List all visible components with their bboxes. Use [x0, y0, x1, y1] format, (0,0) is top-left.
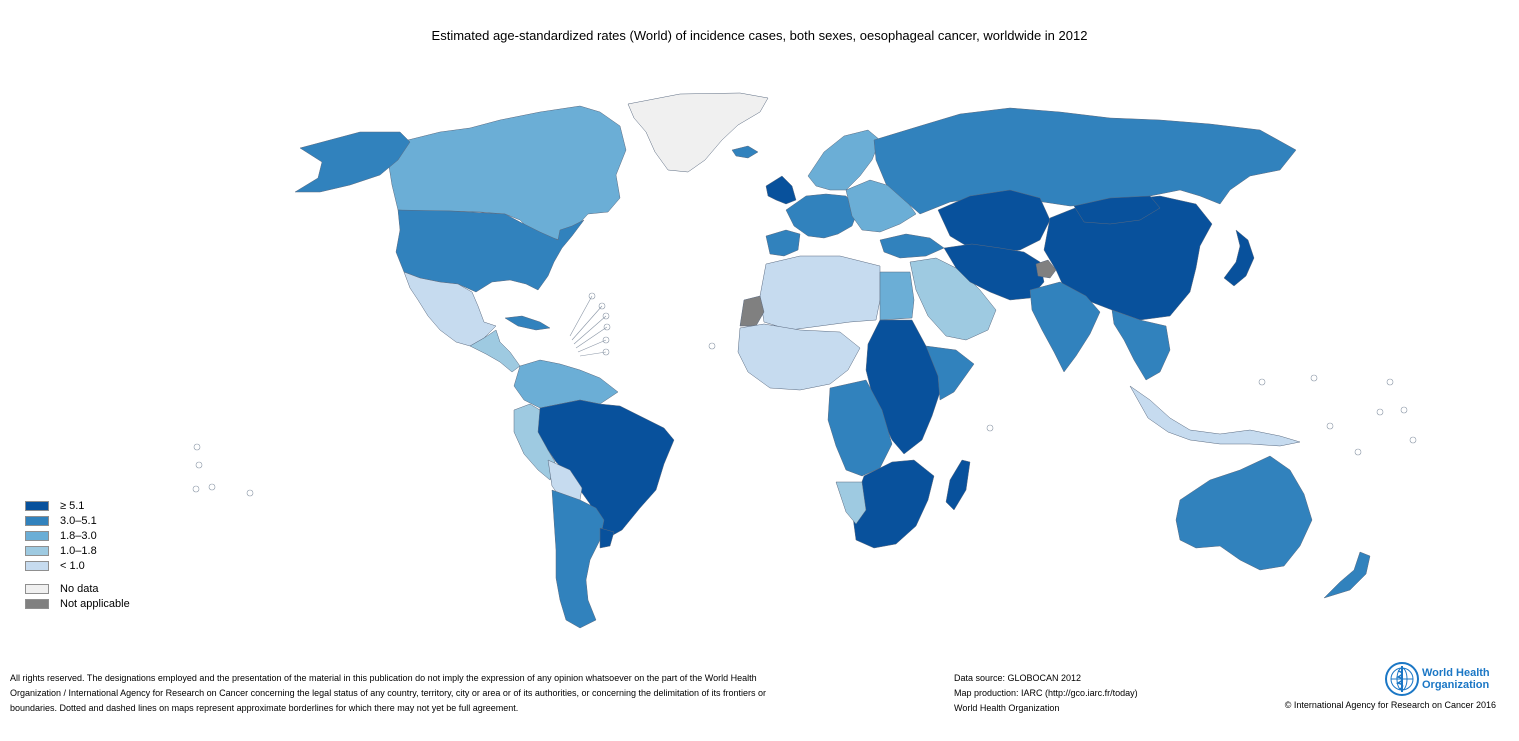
region-kashmir: [1035, 259, 1057, 279]
region-uruguay: [599, 527, 615, 549]
legend-swatch: [25, 598, 49, 609]
region-japan: [1223, 229, 1255, 287]
who-line-2: Organization: [1422, 679, 1490, 691]
region-eastern-europe: [845, 179, 917, 233]
region-horn-of-africa: [925, 345, 975, 401]
region-russia: [873, 107, 1297, 215]
legend-item-3: 1.0–1.8: [25, 543, 130, 558]
region-cuba: [504, 315, 551, 331]
legend-special-1: Not applicable: [25, 596, 130, 611]
legend-swatch: [25, 500, 49, 511]
region-southeast-asia: [1111, 309, 1171, 381]
region-india: [1029, 281, 1101, 373]
region-australia: [1175, 455, 1313, 571]
disclaimer-line-3: boundaries. Dotted and dashed lines on m…: [10, 703, 519, 713]
legend-label: 1.0–1.8: [60, 544, 97, 557]
region-madagascar: [945, 459, 971, 511]
region-peru-ecuador: [513, 403, 556, 481]
callout-lines: [569, 295, 608, 357]
region-scandinavia: [807, 129, 881, 191]
copyright: © International Agency for Research on C…: [1284, 700, 1496, 710]
disclaimer-line-1: All rights reserved. The designations em…: [10, 673, 757, 683]
legend-label: Not applicable: [60, 597, 130, 610]
who-emblem-icon: [1385, 662, 1419, 696]
region-mongolia: [1073, 195, 1161, 225]
region-alaska: [294, 131, 411, 193]
region-central-asia: [937, 189, 1051, 253]
region-egypt: [879, 271, 915, 321]
legend-item-2: 1.8–3.0: [25, 528, 130, 543]
who-wordmark: World Health Organization: [1422, 667, 1490, 691]
map-production: Map production: IARC (http://gco.iarc.fr…: [954, 688, 1138, 698]
who-logo: World Health Organization: [1384, 661, 1496, 697]
region-west-africa: [737, 323, 861, 391]
legend: ≥ 5.1 3.0–5.1 1.8–3.0 1.0–1.8 < 1.0 No data No…: [25, 498, 130, 611]
disclaimer-line-2: Organization / International Agency for …: [10, 688, 767, 698]
legend-swatch: [25, 530, 49, 541]
legend-item-0: ≥ 5.1: [25, 498, 130, 513]
region-greenland: [627, 92, 769, 173]
region-southern-africa: [851, 459, 935, 549]
organization: World Health Organization: [954, 703, 1060, 713]
region-iceland: [731, 145, 759, 159]
island-markers: [192, 292, 1417, 497]
who-line-1: World Health: [1422, 667, 1490, 679]
region-new-zealand: [1323, 551, 1371, 599]
region-western-sahara: [739, 295, 765, 327]
source-info: Data source: GLOBOCAN 2012 Map productio…: [954, 671, 1234, 716]
region-central-america: [469, 329, 521, 373]
legend-label: 3.0–5.1: [60, 514, 97, 527]
legend-label: ≥ 5.1: [60, 499, 85, 512]
legend-swatch: [25, 583, 49, 594]
region-mexico: [403, 271, 497, 347]
region-western-europe: [785, 193, 859, 239]
data-source: Data source: GLOBOCAN 2012: [954, 673, 1082, 683]
legend-swatch: [25, 515, 49, 526]
region-iberia: [765, 229, 801, 257]
region-north-africa: [759, 255, 881, 331]
legend-label: < 1.0: [60, 559, 85, 572]
region-namibia: [835, 481, 867, 525]
disclaimer: All rights reserved. The designations em…: [10, 671, 910, 716]
region-colombia-venezuela: [513, 359, 619, 409]
region-turkey: [879, 233, 945, 259]
region-middle-east: [909, 257, 997, 341]
region-uk-ireland: [765, 175, 797, 205]
legend-special-0: No data: [25, 581, 130, 596]
region-indonesia: [1129, 385, 1301, 447]
legend-item-1: 3.0–5.1: [25, 513, 130, 528]
legend-label: 1.8–3.0: [60, 529, 97, 542]
region-argentina-chile: [551, 489, 605, 629]
legend-label: No data: [60, 582, 99, 595]
legend-item-4: < 1.0: [25, 558, 130, 573]
map-title: Estimated age-standardized rates (World)…: [431, 28, 1088, 43]
legend-swatch: [25, 560, 49, 571]
legend-swatch: [25, 545, 49, 556]
region-central-africa: [827, 379, 893, 477]
